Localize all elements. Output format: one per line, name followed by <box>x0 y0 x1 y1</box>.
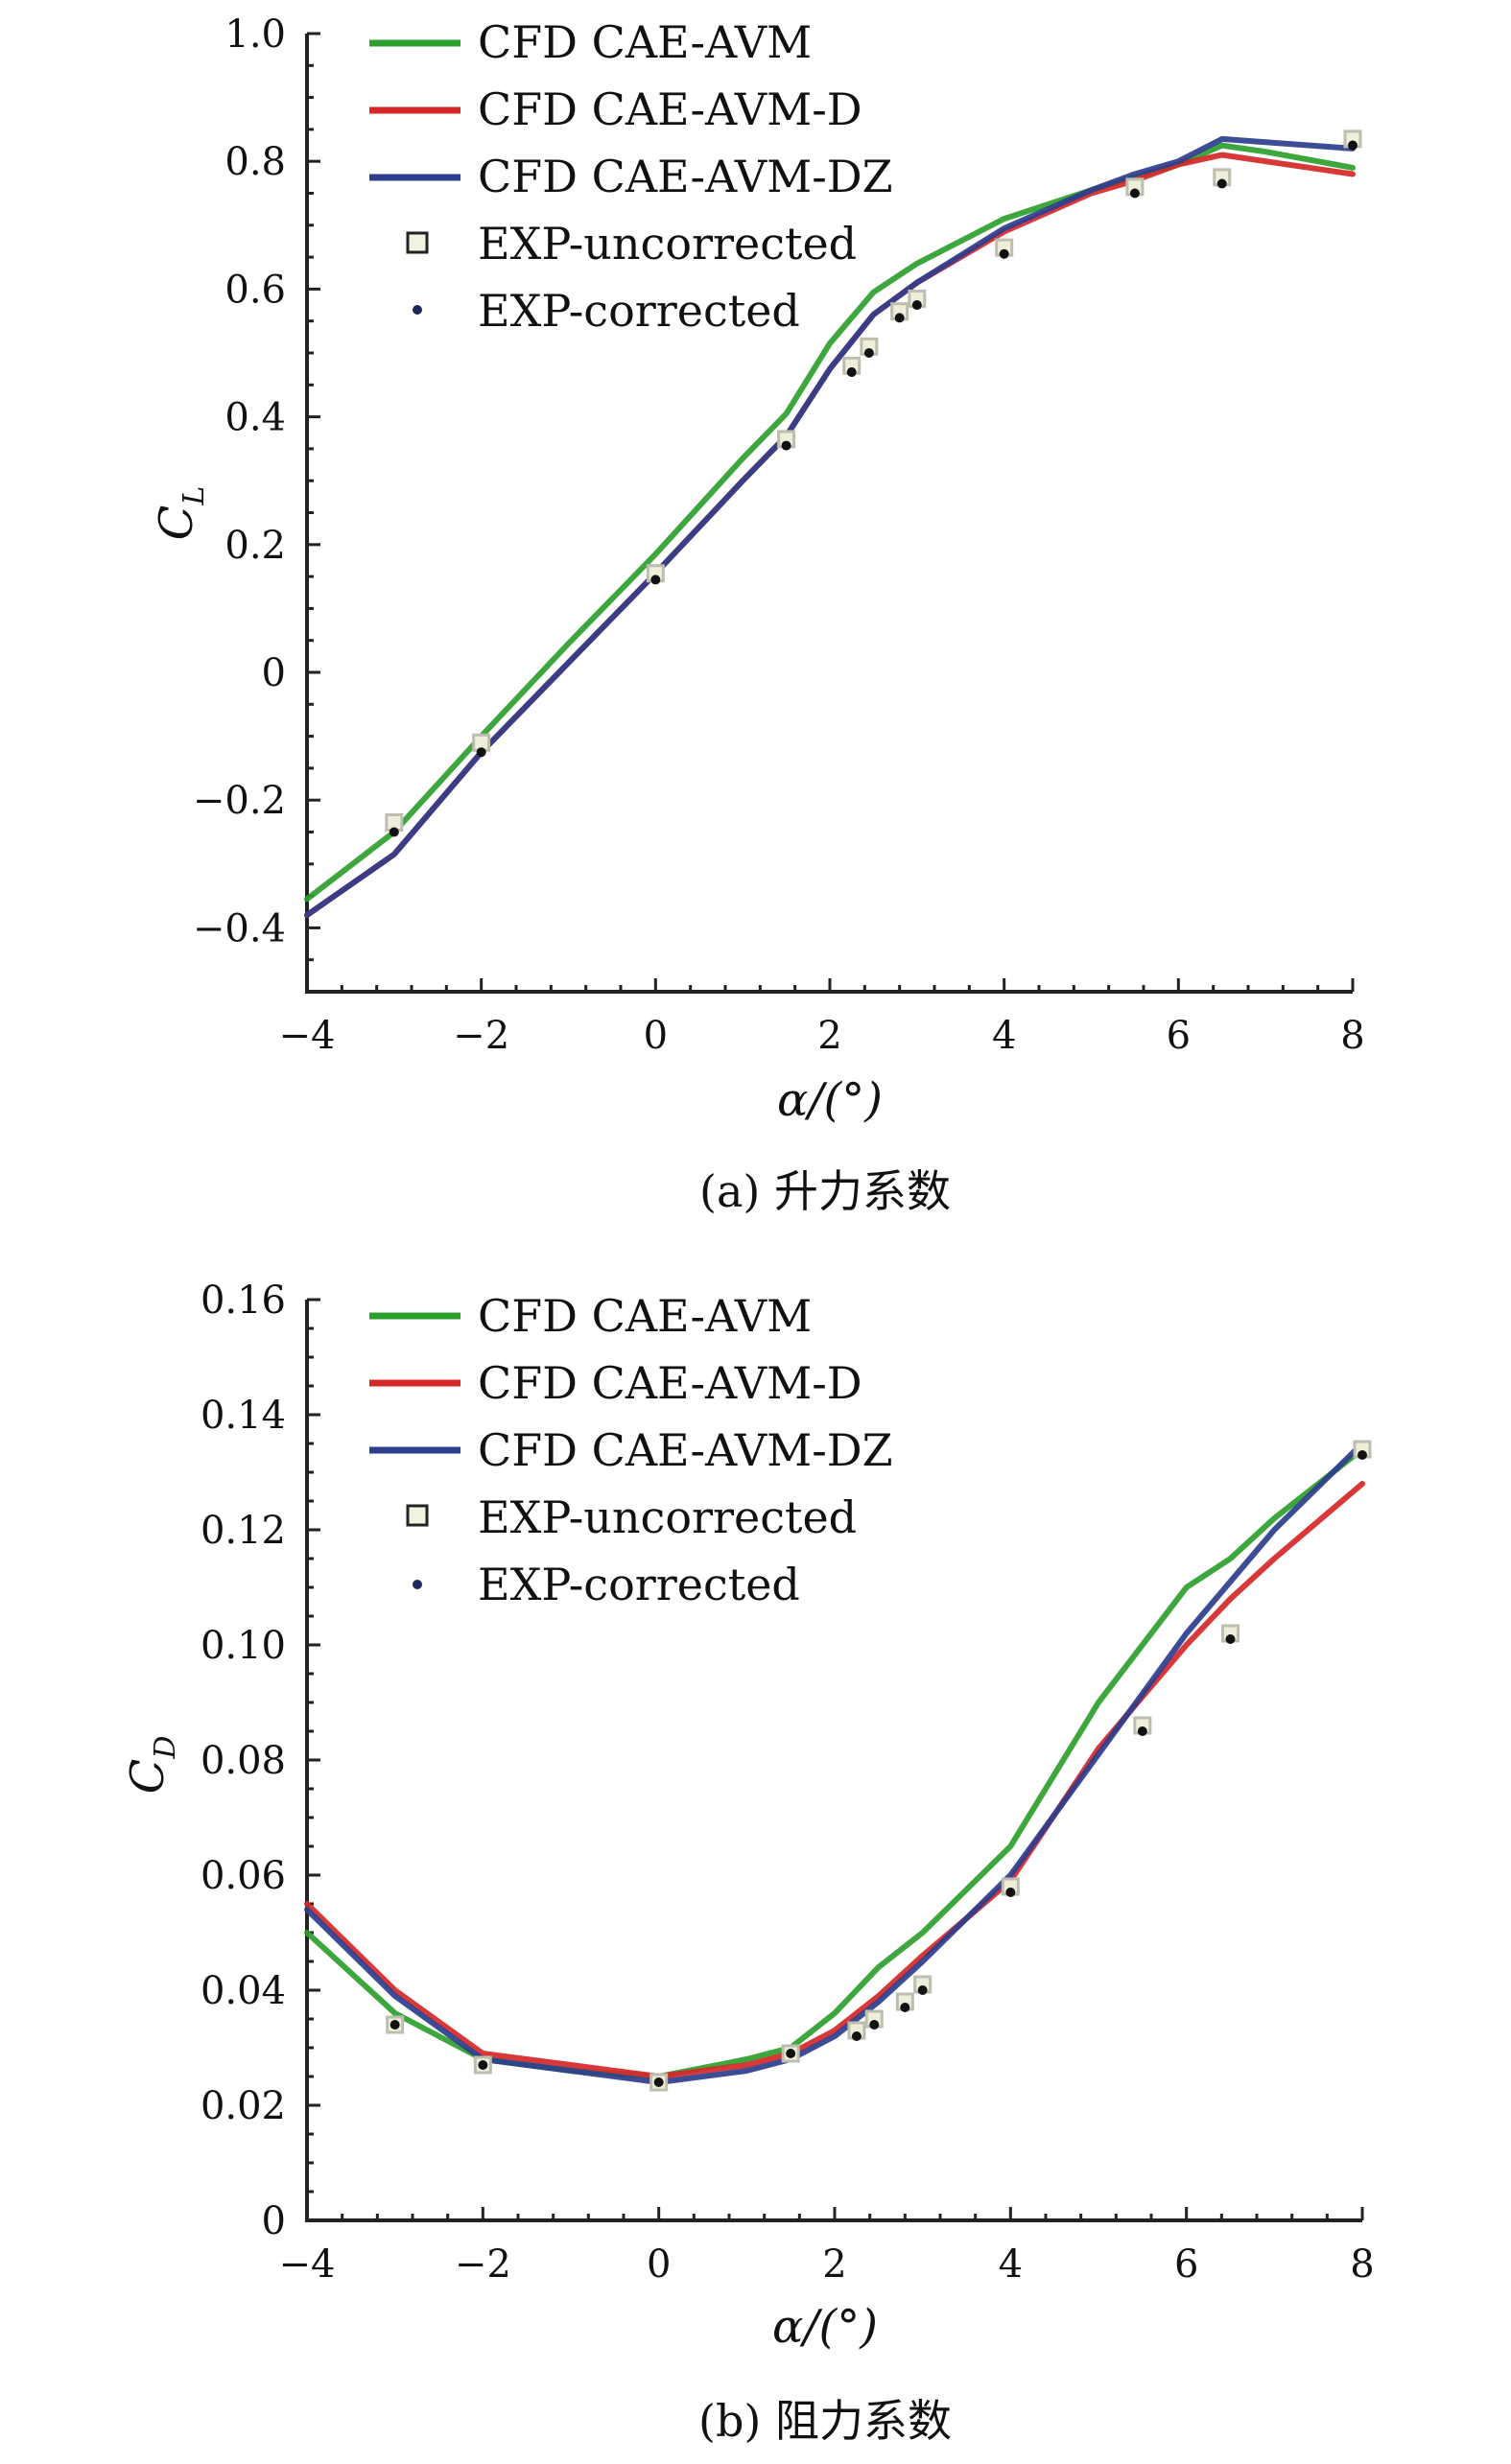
series-line-cfd-cae-avm-dz <box>304 135 1356 919</box>
x-tick-label: 4 <box>999 2242 1023 2287</box>
x-axis-label: α/(°) <box>777 1073 883 1127</box>
x-tick-label: −4 <box>279 1014 336 1058</box>
x-tick-label: −4 <box>279 2242 336 2287</box>
x-tick-label: 2 <box>817 1014 841 1058</box>
lift-coefficient-chart: −4 −2 0 2 4 6 8 −0.4 −0.2 0 0.2 0.4 0.6 0.8 1.0 CL α/… <box>150 12 1365 1217</box>
x-tick-label: −2 <box>455 2242 511 2287</box>
legend-label-cae-avm-dz: CFD CAE-AVM-DZ <box>478 151 893 202</box>
y-axis-label-main: C <box>150 505 203 541</box>
exp-corrected-point <box>911 300 922 311</box>
x-ticks: −4 −2 0 2 4 6 8 <box>279 978 1365 1058</box>
y-tick-label: 0.16 <box>201 1279 286 1323</box>
legend-label-exp-uncorrected: EXP-uncorrected <box>478 1491 857 1543</box>
exp-corrected-point <box>476 747 486 758</box>
legend-label-exp-uncorrected: EXP-uncorrected <box>478 218 857 270</box>
legend: CFD CAE-AVM CFD CAE-AVM-D CFD CAE-AVM-DZ… <box>369 1290 893 1610</box>
legend-label-cae-avm-dz: CFD CAE-AVM-DZ <box>478 1424 893 1476</box>
y-axis-label-sub: D <box>149 1736 182 1760</box>
exp-corrected-point <box>863 348 874 358</box>
exp-corrected-point <box>846 366 857 377</box>
y-axis-label: CL <box>150 486 211 541</box>
x-tick-label: 0 <box>644 1014 668 1058</box>
legend-label-cae-avm: CFD CAE-AVM <box>478 16 812 68</box>
x-tick-label: 8 <box>1350 2242 1374 2287</box>
y-tick-label: 0.8 <box>224 140 286 184</box>
exp-corrected-point <box>869 2020 880 2030</box>
series-lines <box>304 135 1356 919</box>
exp-corrected-point <box>999 248 1009 259</box>
y-tick-label: 0.12 <box>201 1509 286 1553</box>
legend-label-exp-corrected: EXP-corrected <box>478 285 800 337</box>
x-tick-label: −2 <box>453 1014 509 1058</box>
caption-b: (b) 阻力系数 <box>698 2395 952 2447</box>
y-tick-label: 0.06 <box>201 1854 286 1898</box>
legend-marker-exp-uncorrected <box>406 231 429 254</box>
y-tick-label: 0.6 <box>224 268 286 312</box>
y-tick-label: 0.04 <box>201 1969 286 2013</box>
caption-a: (a) 升力系数 <box>699 1165 951 1217</box>
exp-corrected-point <box>650 575 661 585</box>
exp-corrected-point <box>1225 1634 1236 1644</box>
y-ticks: 0 0.02 0.04 0.06 0.08 0.10 0.12 0.14 0.16 <box>201 1279 320 2243</box>
exp-corrected-point <box>1005 1888 1016 1897</box>
y-tick-label: 0.08 <box>201 1739 286 1783</box>
legend-marker-exp-corrected <box>413 305 422 315</box>
x-tick-label: 8 <box>1340 1014 1364 1058</box>
exp-corrected-point <box>1348 140 1358 151</box>
exp-corrected-point <box>1137 1726 1147 1736</box>
series-line-cfd-cae-avm <box>304 142 1356 903</box>
y-tick-label: −0.4 <box>193 906 286 950</box>
series-line-cfd-cae-avm <box>304 1446 1365 2079</box>
series-line-cfd-cae-avm-d <box>304 1481 1365 2079</box>
x-ticks: −4 −2 0 2 4 6 8 <box>279 2207 1375 2287</box>
legend-label-cae-avm-d: CFD CAE-AVM-D <box>478 83 862 135</box>
y-tick-label: 0.14 <box>201 1394 286 1438</box>
exp-corrected-point <box>894 313 905 323</box>
legend-marker-exp-uncorrected <box>406 1504 429 1527</box>
y-tick-label: −0.2 <box>193 779 286 823</box>
legend-label-cae-avm: CFD CAE-AVM <box>478 1290 812 1342</box>
x-tick-label: 0 <box>647 2242 671 2287</box>
exp-corrected-point <box>653 2077 664 2087</box>
series-markers <box>385 129 1362 837</box>
series-line-cfd-cae-avm-dz <box>304 1441 1365 2085</box>
y-tick-label: 0.4 <box>224 396 286 440</box>
exp-corrected-point <box>786 2049 796 2058</box>
exp-corrected-point <box>781 440 791 451</box>
y-ticks: −0.4 −0.2 0 0.2 0.4 0.6 0.8 1.0 <box>193 12 320 994</box>
exp-corrected-point <box>1358 1450 1367 1460</box>
x-axis-label: α/(°) <box>772 2300 878 2354</box>
y-axis-label: CD <box>121 1736 182 1795</box>
x-tick-label: 4 <box>992 1014 1016 1058</box>
y-axis-label-sub: L <box>177 486 211 506</box>
legend-label-exp-corrected: EXP-corrected <box>478 1559 800 1610</box>
y-tick-label: 0 <box>262 2199 286 2243</box>
exp-corrected-point <box>478 2060 488 2070</box>
y-tick-label: 1.0 <box>224 12 286 57</box>
exp-corrected-point <box>389 827 399 837</box>
y-tick-label: 0 <box>262 651 286 695</box>
exp-corrected-point <box>851 2031 862 2041</box>
x-tick-label: 6 <box>1174 2242 1198 2287</box>
y-tick-label: 0.02 <box>201 2084 286 2128</box>
y-axis-label-main: C <box>121 1759 175 1795</box>
legend-marker-exp-corrected <box>413 1580 422 1589</box>
exp-corrected-point <box>1129 188 1140 199</box>
x-tick-label: 6 <box>1167 1014 1191 1058</box>
series-markers <box>386 1440 1372 2092</box>
drag-coefficient-chart: −4 −2 0 2 4 6 8 00.020.040.060.080.100.120.140… <box>121 1279 1375 2447</box>
y-tick-label: 0.10 <box>201 1624 286 1668</box>
exp-corrected-point <box>390 2020 400 2030</box>
exp-corrected-point <box>917 1985 928 1995</box>
legend-label-cae-avm-d: CFD CAE-AVM-D <box>478 1357 862 1409</box>
x-tick-label: 2 <box>822 2242 846 2287</box>
legend: CFD CAE-AVM CFD CAE-AVM-D CFD CAE-AVM-DZ… <box>369 16 893 337</box>
exp-corrected-point <box>900 2003 910 2012</box>
exp-corrected-point <box>1216 178 1227 189</box>
y-tick-label: 0.2 <box>224 524 286 568</box>
series-lines <box>304 1441 1365 2085</box>
